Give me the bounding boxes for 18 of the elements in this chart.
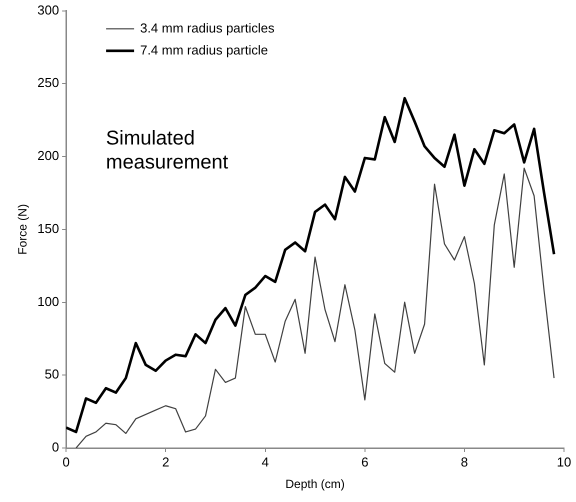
y-tick-label: 250	[37, 75, 60, 90]
y-tick-label: 150	[37, 220, 60, 236]
x-tick-label: 6	[361, 454, 368, 470]
x-tick-label: 0	[62, 454, 70, 470]
y-tick-label: 300	[37, 2, 60, 18]
y-tick-label: 200	[37, 148, 60, 164]
legend-label: 7.4 mm radius particle	[140, 42, 268, 58]
y-tick-label: 50	[44, 366, 60, 382]
y-tick-label: 0	[52, 440, 60, 455]
x-tick-label: 4	[262, 454, 269, 470]
y-tick-label: 100	[37, 294, 60, 309]
x-tick-label: 8	[460, 454, 468, 470]
legend-label: 3.4 mm radius particles	[140, 20, 275, 36]
y-axis-title: Force (N)	[16, 204, 30, 255]
x-tick-label: 2	[162, 454, 170, 470]
x-axis-title: Depth (cm)	[285, 477, 345, 492]
annotation: Simulated measurement	[106, 127, 229, 174]
x-tick-label: 10	[556, 454, 572, 470]
